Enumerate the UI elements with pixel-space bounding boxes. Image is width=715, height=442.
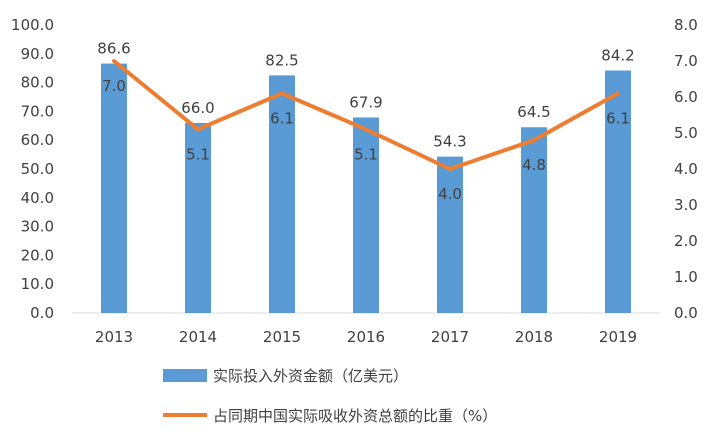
legend-swatch-bar (163, 368, 207, 382)
x-tick-label: 2019 (599, 328, 637, 346)
y-left-tick-label: 10.0 (21, 275, 54, 293)
y-right-tick-label: 0.0 (674, 304, 698, 322)
y-left-tick-label: 70.0 (21, 102, 54, 120)
bar-data-label: 84.2 (601, 47, 634, 65)
line-data-label: 6.1 (270, 109, 294, 127)
y-left-tick-label: 20.0 (21, 246, 54, 264)
y-right-tick-label: 5.0 (674, 124, 698, 142)
line-data-label: 5.1 (354, 145, 378, 163)
y-left-tick-label: 90.0 (21, 45, 54, 63)
bar-data-label: 82.5 (265, 51, 298, 69)
x-tick-label: 2017 (431, 328, 469, 346)
bar (521, 127, 547, 314)
bar (101, 63, 127, 314)
line-data-label: 5.1 (186, 145, 210, 163)
y-right-tick-label: 1.0 (674, 268, 698, 286)
line-data-label: 7.0 (102, 77, 126, 95)
y-left-tick-label: 80.0 (21, 74, 54, 92)
line-data-label: 6.1 (606, 109, 630, 127)
legend-label-bar: 实际投入外资金额（亿美元） (213, 366, 409, 385)
y-right-tick-label: 7.0 (674, 52, 698, 70)
y-right-tick-label: 4.0 (674, 160, 698, 178)
legend-item-bar: 实际投入外资金额（亿美元） (163, 362, 497, 388)
bar (437, 156, 463, 313)
line-data-label: 4.8 (522, 156, 546, 174)
legend-label-line: 占同期中国实际吸收外资总额的比重（%） (213, 406, 498, 425)
y-right-tick-label: 8.0 (674, 16, 698, 34)
bar-data-label: 86.6 (97, 40, 130, 58)
bar (353, 117, 379, 313)
y-left-tick-label: 0.0 (30, 304, 54, 322)
legend-item-line: 占同期中国实际吸收外资总额的比重（%） (163, 402, 497, 428)
y-right-tick-label: 3.0 (674, 196, 698, 214)
legend: 实际投入外资金额（亿美元） 占同期中国实际吸收外资总额的比重（%） (163, 362, 497, 442)
bar-data-label: 54.3 (433, 133, 466, 151)
bar (605, 70, 631, 313)
x-tick-label: 2015 (263, 328, 301, 346)
bar-data-label: 66.0 (181, 99, 214, 117)
legend-swatch-line (163, 413, 207, 417)
bar-data-label: 64.5 (517, 103, 550, 121)
y-right-tick-label: 6.0 (674, 88, 698, 106)
bar-data-label: 67.9 (349, 93, 382, 111)
y-left-tick-label: 100.0 (11, 16, 54, 34)
y-left-tick-label: 50.0 (21, 160, 54, 178)
bar (269, 75, 295, 314)
bar (185, 122, 211, 313)
line-data-label: 4.0 (438, 185, 462, 203)
x-tick-label: 2016 (347, 328, 385, 346)
y-left-tick-label: 30.0 (21, 218, 54, 236)
x-tick-label: 2014 (179, 328, 217, 346)
series-line (112, 59, 620, 171)
y-left-tick-label: 60.0 (21, 131, 54, 149)
x-tick-label: 2018 (515, 328, 553, 346)
y-right-tick-label: 2.0 (674, 232, 698, 250)
x-tick-label: 2013 (95, 328, 133, 346)
y-left-tick-label: 40.0 (21, 189, 54, 207)
